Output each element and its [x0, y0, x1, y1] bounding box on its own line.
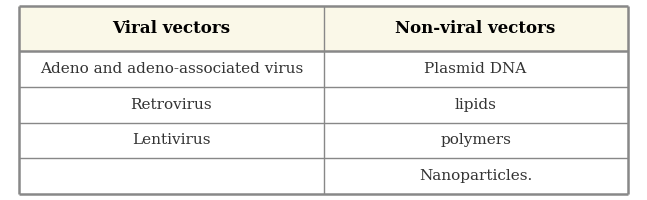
Text: Retrovirus: Retrovirus [131, 98, 212, 112]
Bar [324, 123, 628, 158]
Bar [19, 123, 324, 158]
Bar [19, 87, 324, 123]
Text: Non-viral vectors: Non-viral vectors [395, 20, 556, 37]
Bar [324, 158, 628, 194]
Text: Lentivirus: Lentivirus [132, 133, 211, 147]
Text: Viral vectors: Viral vectors [113, 20, 230, 37]
Text: Adeno and adeno-associated virus: Adeno and adeno-associated virus [40, 62, 303, 76]
Text: lipids: lipids [455, 98, 496, 112]
Bar [19, 158, 324, 194]
Text: Plasmid DNA: Plasmid DNA [424, 62, 527, 76]
Bar [19, 51, 324, 87]
Bar [19, 6, 324, 51]
Bar [324, 6, 628, 51]
Bar [324, 51, 628, 87]
Text: polymers: polymers [440, 133, 511, 147]
Text: Nanoparticles.: Nanoparticles. [419, 169, 532, 183]
Bar [324, 87, 628, 123]
